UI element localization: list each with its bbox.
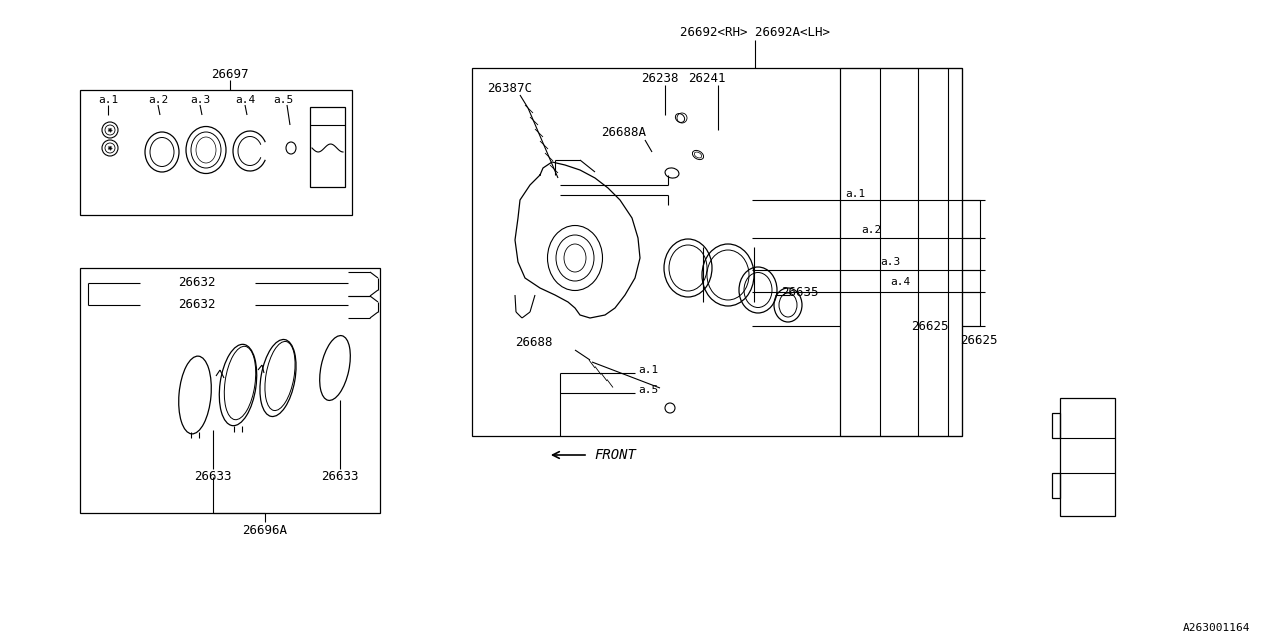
Bar xyxy=(472,68,963,436)
Text: a.2: a.2 xyxy=(861,225,881,235)
Bar xyxy=(79,90,352,215)
Text: 26632: 26632 xyxy=(178,298,216,312)
Bar xyxy=(1052,413,1060,438)
Bar xyxy=(79,268,380,513)
Text: 26238: 26238 xyxy=(641,72,678,84)
Text: 26697: 26697 xyxy=(211,68,248,81)
Text: a.1: a.1 xyxy=(637,365,658,375)
Text: 26696A: 26696A xyxy=(242,524,288,536)
Text: a.1: a.1 xyxy=(845,189,865,199)
Text: 26688: 26688 xyxy=(516,337,553,349)
Text: a.4: a.4 xyxy=(890,277,910,287)
Text: a.5: a.5 xyxy=(273,95,293,105)
Text: 26692<RH> 26692A<LH>: 26692<RH> 26692A<LH> xyxy=(680,26,829,40)
Text: 26625: 26625 xyxy=(960,333,997,346)
Text: A263001164: A263001164 xyxy=(1183,623,1251,633)
Text: 26387C: 26387C xyxy=(488,81,532,95)
Text: 26625: 26625 xyxy=(911,319,948,333)
Text: 26688A: 26688A xyxy=(602,125,646,138)
Text: 26633: 26633 xyxy=(195,470,232,483)
Text: a.2: a.2 xyxy=(148,95,168,105)
Text: a.5: a.5 xyxy=(637,385,658,395)
Text: FRONT: FRONT xyxy=(594,448,636,462)
Text: a.3: a.3 xyxy=(879,257,900,267)
Text: a.3: a.3 xyxy=(189,95,210,105)
Text: 26633: 26633 xyxy=(321,470,358,483)
Text: 26241: 26241 xyxy=(689,72,726,84)
Bar xyxy=(1060,398,1115,516)
Bar xyxy=(310,107,346,187)
Text: a.1: a.1 xyxy=(97,95,118,105)
Text: a.4: a.4 xyxy=(234,95,255,105)
Bar xyxy=(1052,473,1060,498)
Text: 26635: 26635 xyxy=(781,285,819,298)
Text: 26632: 26632 xyxy=(178,276,216,289)
